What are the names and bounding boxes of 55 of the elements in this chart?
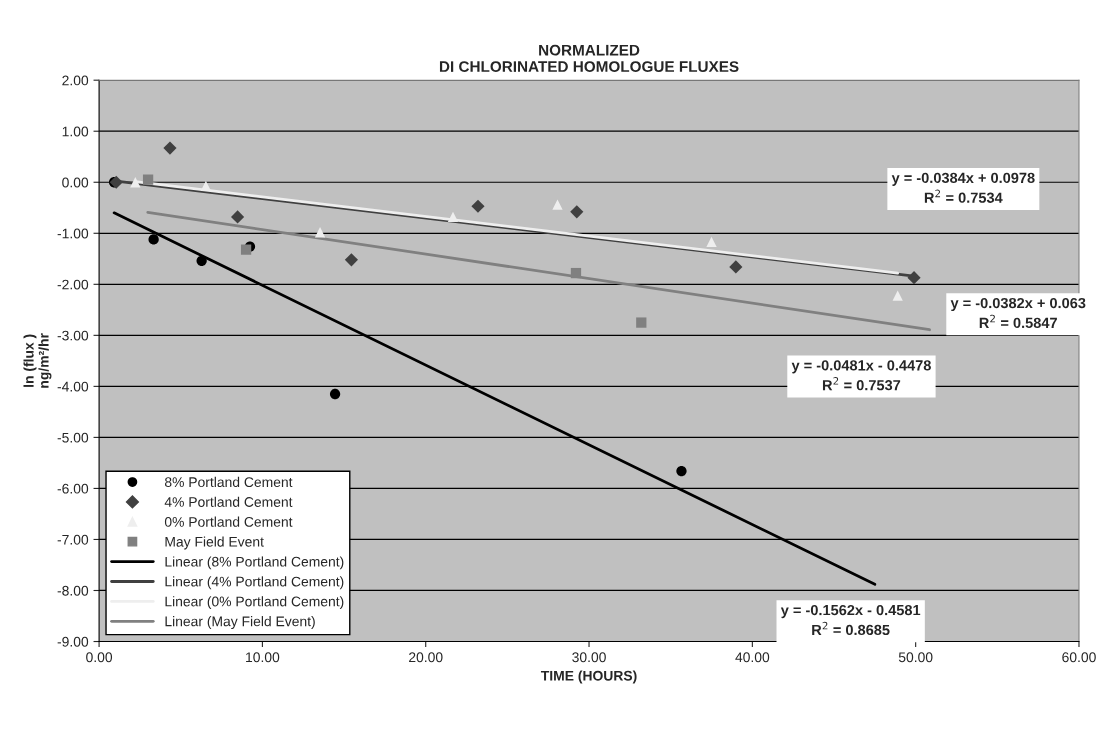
- y-tick-label: -8.00: [57, 585, 89, 596]
- point: [142, 174, 154, 185]
- x-tick-label: 50.00: [898, 652, 933, 663]
- legend-label: 4% Portland Cement: [164, 496, 293, 507]
- y-tick-label: -3.00: [57, 330, 89, 341]
- legend-label: Linear (8% Portland Cement): [165, 556, 344, 570]
- legend-label: Linear (May Field Event): [165, 616, 315, 630]
- annotation: y = -0.0382x + 0.063 R$^{2}$ = 0.5847: [950, 297, 1086, 329]
- legend-label: Linear (4% Portland Cement): [165, 576, 344, 590]
- legend-label: Linear (0% Portland Cement): [165, 596, 344, 610]
- point: [729, 260, 743, 274]
- annotation: y = -0.0481x - 0.4478 R$^{2}$ = 0.7537: [791, 360, 931, 391]
- legend-label: May Field Event: [165, 536, 264, 550]
- point: [636, 317, 647, 328]
- point: [447, 211, 459, 223]
- x-tick-label: 0.00: [86, 652, 113, 663]
- x-axis-title: TIME (HOURS): [540, 670, 637, 684]
- legend-label: 8% Portland Cement: [164, 476, 293, 488]
- point: [570, 205, 584, 219]
- point: [148, 234, 159, 245]
- point: [230, 210, 245, 224]
- point: [314, 227, 326, 238]
- y-tick-label: -4.00: [57, 381, 89, 392]
- y-tick-label: -6.00: [57, 483, 89, 494]
- x-tick-label: 20.00: [409, 652, 443, 663]
- y-tick-label: 0.00: [62, 177, 89, 188]
- point: [907, 271, 921, 285]
- x-tick-label: 40.00: [735, 652, 770, 663]
- x-tick-label: 60.00: [1062, 652, 1096, 663]
- point: [196, 255, 207, 266]
- y-tick-label: -9.00: [57, 636, 89, 647]
- legend-label: 0% Portland Cement: [164, 516, 293, 527]
- annotation: y = -0.0384x + 0.0978 R$^{2}$ = 0.7534: [891, 172, 1035, 203]
- point: [344, 253, 358, 267]
- point: [892, 290, 903, 301]
- point: [676, 465, 687, 477]
- point: [329, 388, 341, 400]
- point: [471, 199, 485, 213]
- y-axis-title: ln (flux ) ng/m²/hr: [23, 333, 52, 388]
- y-tick-label: 1.00: [62, 126, 89, 137]
- x-tick-label: 30.00: [572, 652, 606, 663]
- point: [570, 267, 582, 279]
- point: [130, 177, 141, 188]
- point: [706, 236, 717, 248]
- y-tick-label: -1.00: [57, 228, 89, 239]
- point: [240, 244, 252, 255]
- y-tick-label: -2.00: [57, 279, 89, 290]
- x-tick-label: 10.00: [246, 652, 280, 663]
- y-tick-label: -5.00: [57, 432, 89, 443]
- y-tick-label: -7.00: [57, 534, 89, 545]
- chart-title: NORMALIZED DI CHLORINATED HOMOLOGUE FLUXES: [439, 44, 739, 73]
- point: [552, 199, 563, 210]
- y-tick-label: 2.00: [62, 75, 89, 86]
- annotation: y = -0.1562x - 0.4581 R$^{2}$ = 0.8685: [780, 604, 921, 636]
- point: [163, 141, 177, 155]
